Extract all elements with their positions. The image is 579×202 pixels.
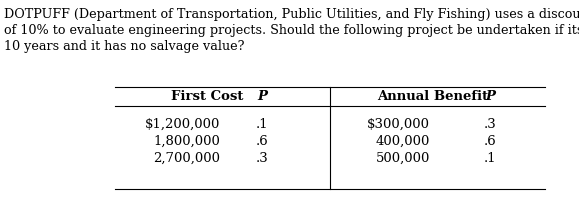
Text: .1: .1	[483, 151, 496, 164]
Text: $300,000: $300,000	[367, 117, 430, 130]
Text: $1,200,000: $1,200,000	[145, 117, 220, 130]
Text: .1: .1	[256, 117, 268, 130]
Text: .3: .3	[255, 151, 269, 164]
Text: 1,800,000: 1,800,000	[153, 134, 220, 147]
Text: 500,000: 500,000	[376, 151, 430, 164]
Text: 400,000: 400,000	[376, 134, 430, 147]
Text: 10 years and it has no salvage value?: 10 years and it has no salvage value?	[4, 40, 244, 53]
Text: DOTPUFF (Department of Transportation, Public Utilities, and Fly Fishing) uses a: DOTPUFF (Department of Transportation, P…	[4, 8, 579, 21]
Text: First Cost: First Cost	[171, 89, 244, 102]
Text: .6: .6	[483, 134, 496, 147]
Text: Annual Benefit: Annual Benefit	[377, 89, 488, 102]
Text: 2,700,000: 2,700,000	[153, 151, 220, 164]
Text: P: P	[257, 89, 267, 102]
Text: P: P	[485, 89, 495, 102]
Text: of 10% to evaluate engineering projects. Should the following project be underta: of 10% to evaluate engineering projects.…	[4, 24, 579, 37]
Text: .6: .6	[255, 134, 269, 147]
Text: .3: .3	[483, 117, 496, 130]
